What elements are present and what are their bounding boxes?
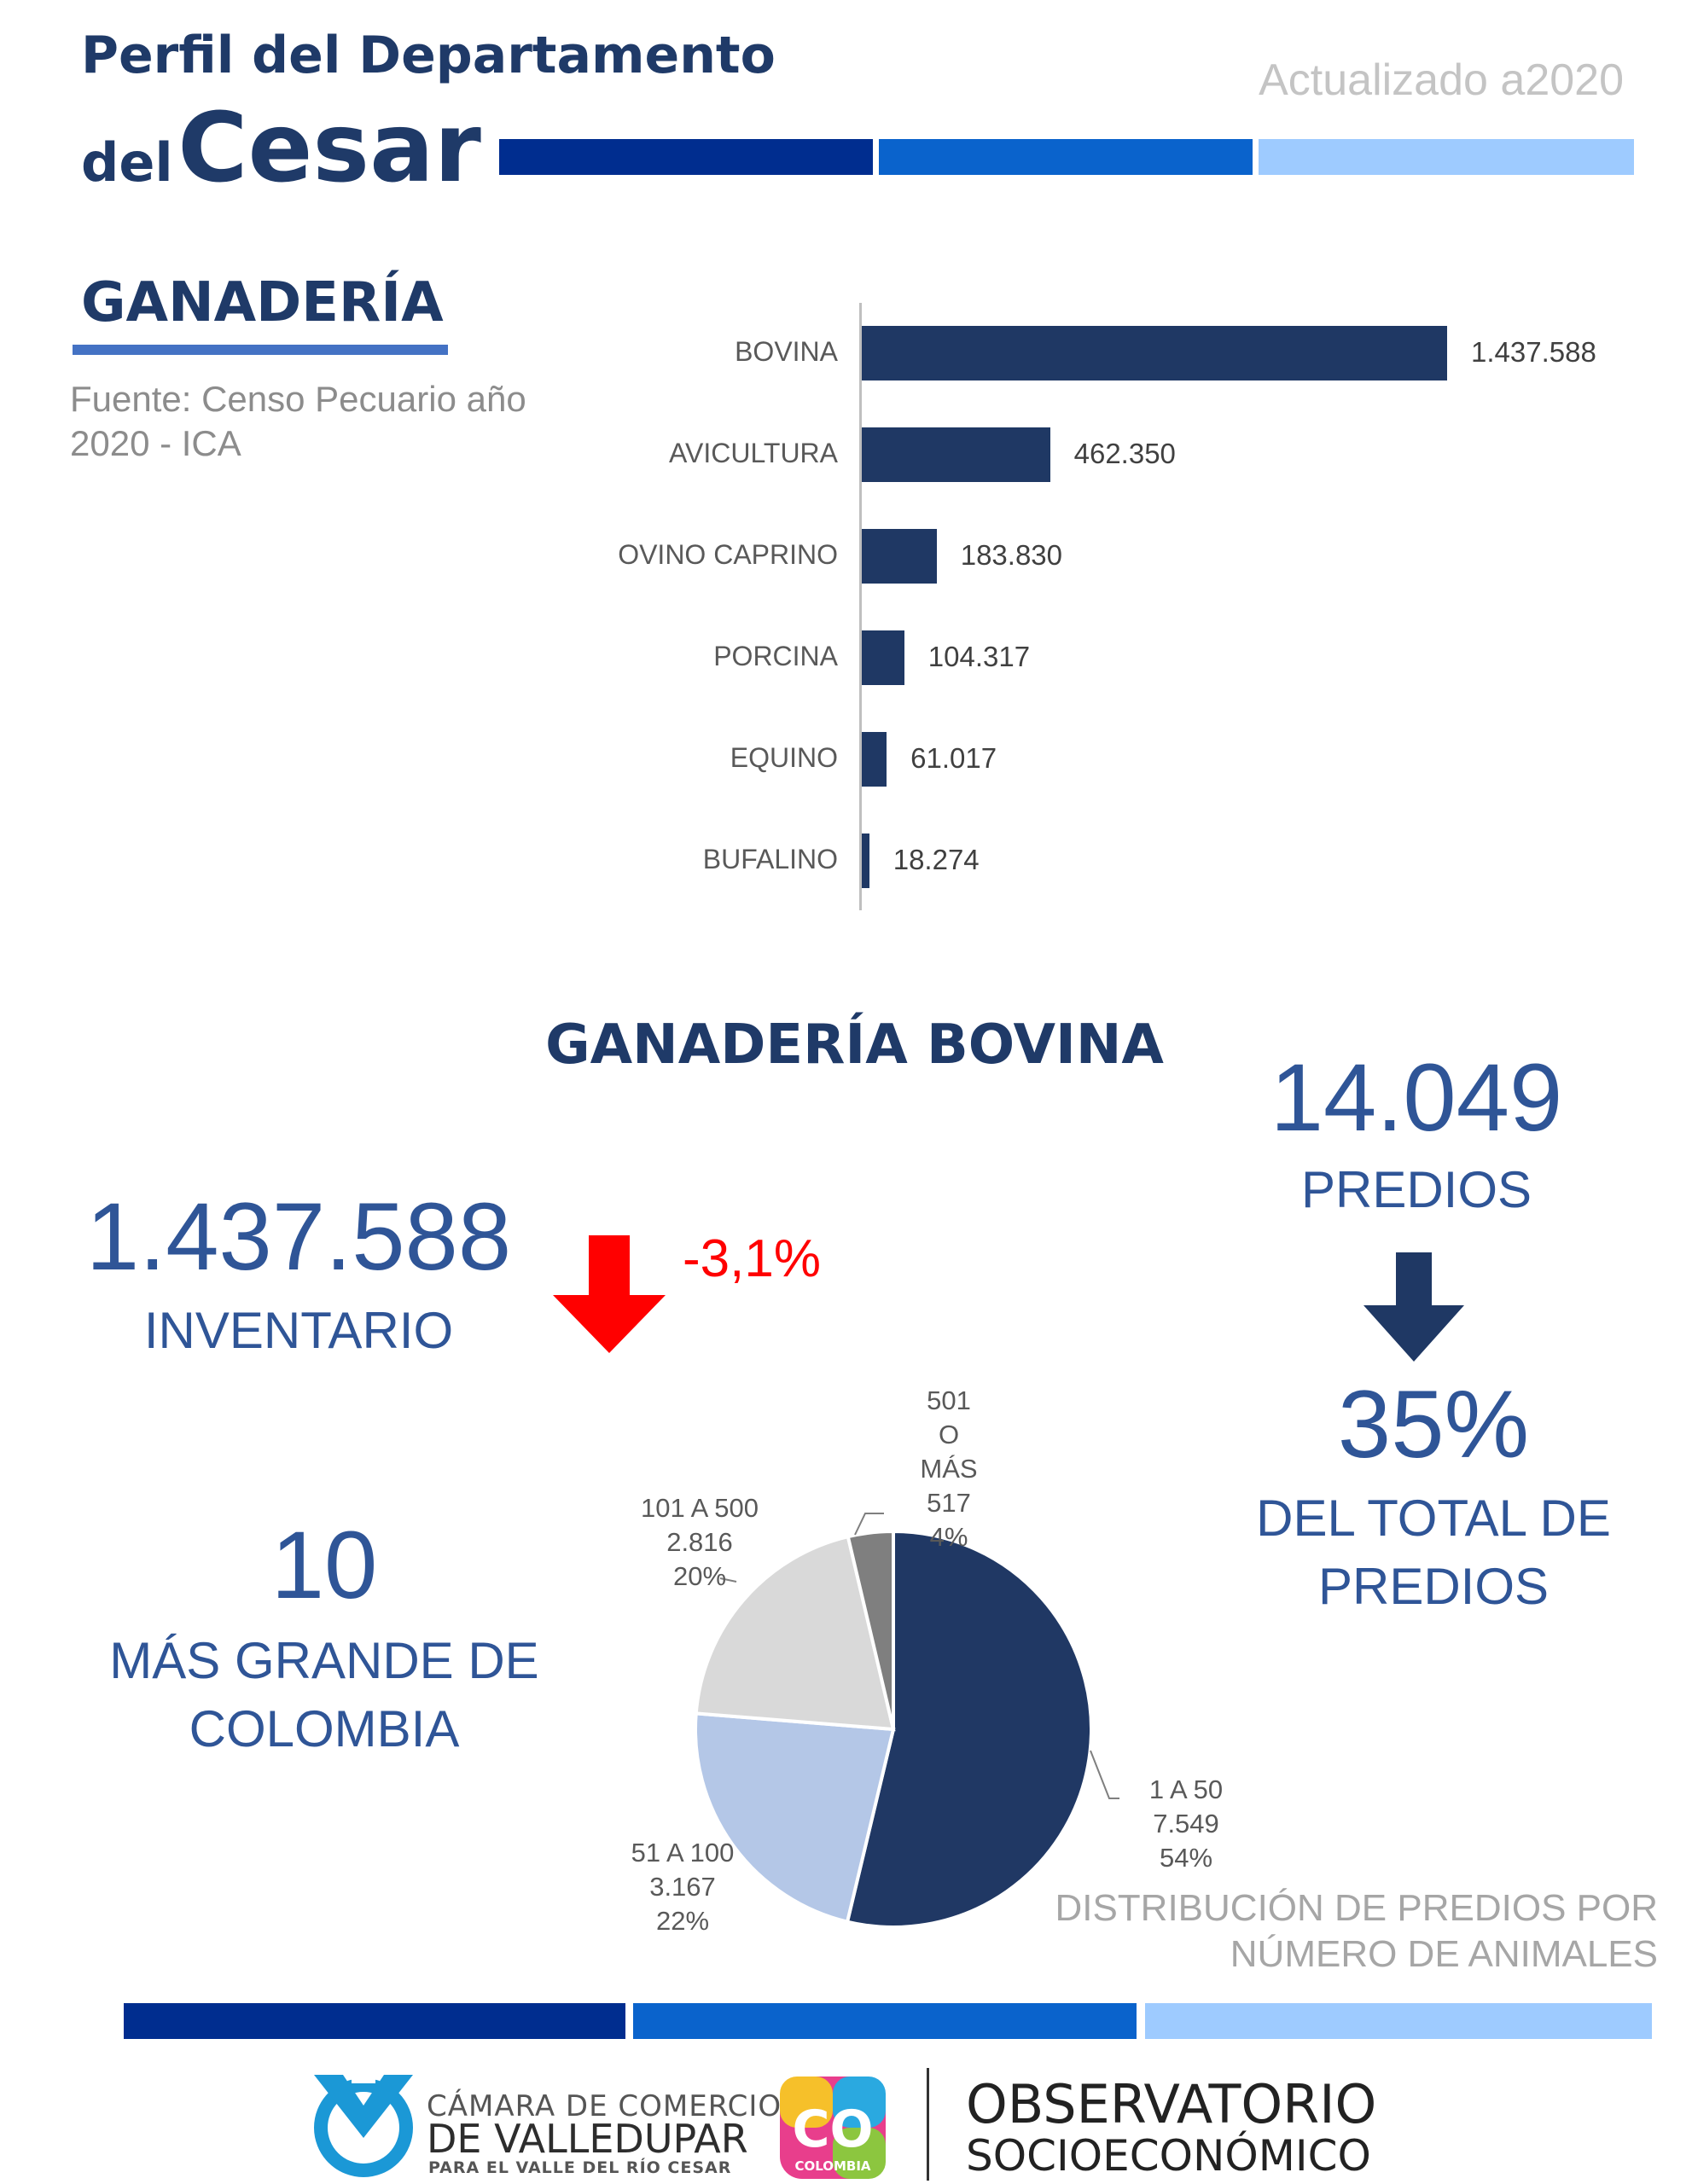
camara-line2: DE VALLEDUPAR: [427, 2116, 748, 2162]
pie-category-label: 1 A 50: [1148, 1774, 1224, 1804]
down-arrow-icon: [1363, 1252, 1464, 1362]
pie-category-label: 501 O MÁS: [920, 1385, 978, 1484]
bar-porcina: [862, 630, 904, 685]
bar-chart-axis: [859, 303, 862, 910]
bar-value-label: 104.317: [927, 641, 1031, 672]
header-bar-mid: [879, 139, 1253, 175]
bovina-title: GANADERÍA BOVINA: [0, 1014, 1692, 1077]
pie-category-label: 51 A 100: [631, 1838, 735, 1867]
pie-value-label: 2.816: [666, 1527, 733, 1557]
bar-avicultura: [862, 427, 1050, 482]
camara-logo-icon: [314, 2071, 413, 2177]
bar-value-label: 1.437.588: [1471, 336, 1596, 368]
predios-pie-chart: [694, 1513, 1119, 1929]
pie-slice-0: [845, 1529, 1093, 1929]
footer-bar-dark: [124, 2003, 625, 2039]
bar-ovino-caprino: [862, 529, 937, 584]
bar-category-label: AVICULTURA: [669, 438, 838, 468]
down-arrow-icon: [553, 1235, 666, 1353]
section-title: GANADERÍA: [81, 271, 444, 334]
pie-leader-line: [854, 1513, 884, 1536]
pie-leader-line: [1090, 1750, 1119, 1799]
page-title-line1: Perfil del Departamento: [81, 26, 776, 85]
rank-label-1: MÁS GRANDE DE: [109, 1632, 539, 1689]
inventory-label: INVENTARIO: [143, 1302, 454, 1359]
bar-value-label: 18.274: [893, 844, 980, 875]
predios-value: 14.049: [1270, 1044, 1563, 1151]
pie-value-label: 7.549: [1153, 1809, 1219, 1838]
bar-category-label: BUFALINO: [702, 844, 838, 874]
updated-label: Actualizado a2020: [1259, 55, 1624, 105]
bar-category-label: BOVINA: [735, 336, 838, 367]
footer-bar-light: [1145, 2003, 1652, 2039]
colombia-logo-text: CO: [792, 2100, 873, 2159]
source-note: Fuente: Censo Pecuario año 2020 - ICA: [70, 379, 526, 463]
bar-equino: [862, 732, 887, 787]
distribution-caption-line1: DISTRIBUCIÓN DE PREDIOS POR: [1055, 1887, 1658, 1929]
pie-slice-3: [846, 1529, 895, 1730]
pie-slice-label: 101 A 500 2.816 20%: [614, 1491, 785, 1594]
share-label-1: DEL TOTAL DE: [1256, 1490, 1611, 1547]
observatorio-line1: OBSERVATORIO: [966, 2073, 1377, 2135]
inventory-change: -3,1%: [683, 1229, 821, 1288]
bar-value-label: 61.017: [910, 742, 997, 774]
colombia-logo-word: COLOMBIA: [794, 2158, 870, 2174]
page-title-del: del: [81, 131, 173, 194]
footer-bar-mid: [633, 2003, 1137, 2039]
camara-line1: CÁMARA DE COMERCIO: [427, 2089, 782, 2123]
page-title-line2: del Cesar: [81, 101, 481, 196]
bovina-title-text: GANADERÍA BOVINA: [545, 1014, 1164, 1077]
section-underline: [73, 345, 448, 355]
bar-category-label: EQUINO: [730, 742, 838, 773]
pie-percent-label: 54%: [1159, 1843, 1213, 1873]
pie-slice-label: 1 A 50 7.549 54%: [1101, 1773, 1271, 1875]
header-bar-dark: [499, 139, 873, 175]
distribution-caption: DISTRIBUCIÓN DE PREDIOS POR NÚMERO DE AN…: [1055, 1885, 1658, 1978]
bar-value-label: 183.830: [960, 539, 1063, 571]
bar-category-label: PORCINA: [713, 641, 838, 671]
pie-category-label: 101 A 500: [641, 1493, 759, 1523]
pie-leader-line: [719, 1577, 737, 1583]
bar-value-label: 462.350: [1073, 438, 1176, 469]
rank-label-2: COLOMBIA: [189, 1700, 460, 1757]
colombia-logo-icon: CO COLOMBIA: [780, 2077, 886, 2179]
camara-line3: PARA EL VALLE DEL RÍO CESAR: [428, 2158, 732, 2177]
footer-divider: [927, 2068, 929, 2181]
predios-label: PREDIOS: [1300, 1161, 1532, 1218]
pie-slice-1: [694, 1711, 896, 1925]
pie-slice-label: 501 O MÁS 517 4%: [863, 1384, 1034, 1554]
bar-bovina: [862, 326, 1447, 380]
pie-percent-label: 22%: [655, 1906, 710, 1936]
observatorio-line2: SOCIOECONÓMICO: [966, 2131, 1371, 2181]
share-value: 35%: [1337, 1371, 1530, 1478]
pie-value-label: 3.167: [649, 1872, 716, 1902]
pie-slice-label: 51 A 100 3.167 22%: [597, 1836, 768, 1938]
pie-slice-2: [694, 1534, 896, 1732]
page-title-cesar: Cesar: [177, 93, 481, 204]
pie-value-label: 517: [927, 1488, 971, 1518]
inventory-value: 1.437.588: [85, 1183, 512, 1290]
bar-bufalino: [862, 834, 869, 888]
bar-category-label: OVINO CAPRINO: [618, 539, 838, 570]
share-label-2: PREDIOS: [1317, 1558, 1550, 1615]
pie-percent-label: 4%: [929, 1522, 968, 1552]
header-bar-light: [1259, 139, 1634, 175]
pie-percent-label: 20%: [672, 1561, 727, 1591]
rank-value: 10: [270, 1512, 378, 1618]
distribution-caption-line2: NÚMERO DE ANIMALES: [1230, 1933, 1658, 1975]
